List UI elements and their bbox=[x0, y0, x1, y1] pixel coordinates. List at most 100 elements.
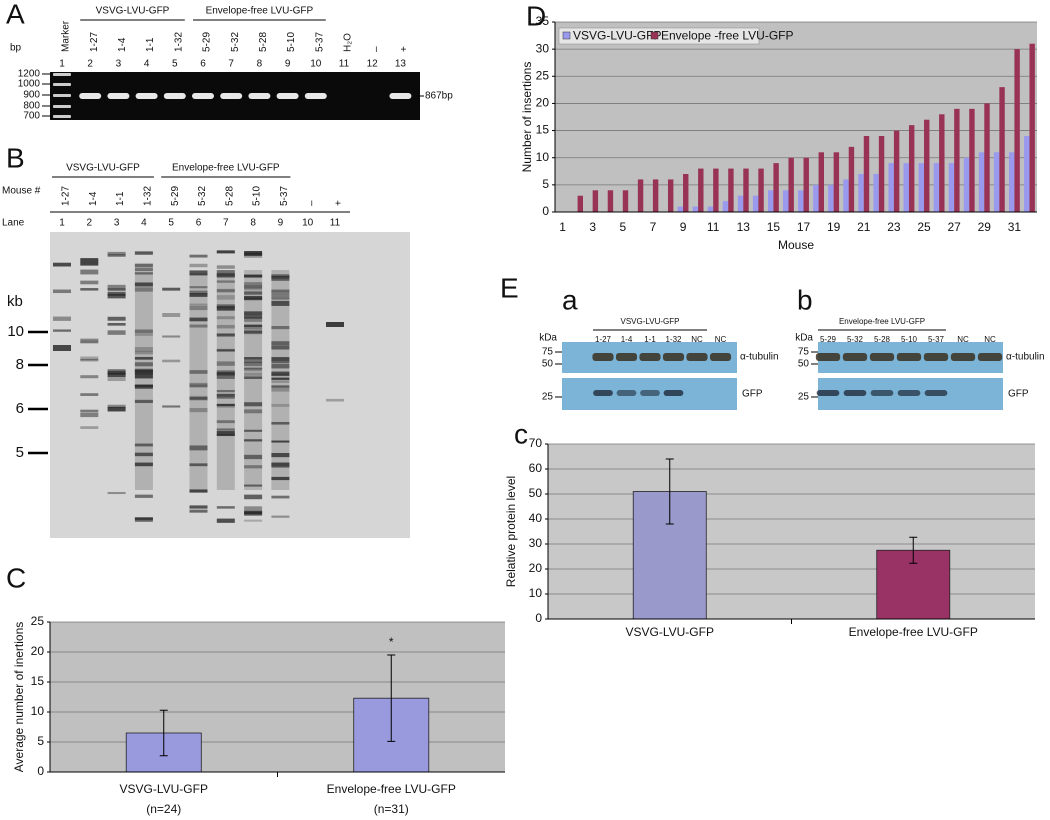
lane-name: 1-27 bbox=[89, 32, 100, 52]
lane-name: NC bbox=[715, 335, 727, 344]
lane-name: 1-32 bbox=[143, 186, 154, 206]
band bbox=[244, 454, 263, 460]
band bbox=[189, 305, 208, 311]
band bbox=[80, 409, 99, 413]
band bbox=[80, 358, 99, 362]
band bbox=[134, 329, 153, 333]
band bbox=[134, 272, 153, 275]
lane-name: 5-37 bbox=[314, 32, 325, 52]
band bbox=[216, 393, 235, 399]
x-tick-label: 17 bbox=[797, 220, 811, 234]
band bbox=[896, 353, 922, 361]
x-tick-label: VSVG-LVU-GFP bbox=[120, 782, 208, 796]
band bbox=[244, 361, 263, 367]
band bbox=[271, 357, 290, 362]
band bbox=[897, 390, 921, 396]
x-tick-label: Envelope-free LVU-GFP bbox=[849, 625, 978, 639]
band bbox=[592, 353, 614, 361]
band bbox=[162, 287, 181, 291]
band bbox=[107, 371, 126, 375]
lane-name: 5-10 bbox=[901, 335, 918, 344]
band bbox=[134, 351, 153, 355]
band bbox=[134, 282, 153, 287]
y-tick-label: 60 bbox=[529, 461, 543, 475]
lane-name: + bbox=[334, 200, 345, 206]
band bbox=[80, 338, 99, 342]
band bbox=[189, 303, 208, 306]
band bbox=[189, 382, 208, 387]
lane-number: 8 bbox=[250, 218, 256, 229]
band bbox=[244, 254, 263, 258]
band bbox=[80, 356, 99, 361]
lane-name: 5-32 bbox=[197, 186, 208, 206]
error-bar bbox=[665, 458, 674, 525]
marker-label: 25 bbox=[542, 392, 554, 403]
bar bbox=[978, 152, 985, 212]
bar bbox=[999, 87, 1005, 212]
band bbox=[271, 300, 290, 306]
band bbox=[271, 462, 290, 467]
lane-name: 1-1 bbox=[115, 191, 126, 206]
band bbox=[220, 93, 243, 99]
band bbox=[107, 251, 126, 256]
band-label: GFP bbox=[1008, 389, 1029, 400]
bar bbox=[677, 206, 684, 212]
marker-label: 25 bbox=[798, 392, 810, 403]
lane-name: 5-32 bbox=[847, 335, 864, 344]
band bbox=[107, 376, 126, 382]
bar bbox=[878, 136, 885, 212]
unit: kDa bbox=[795, 333, 813, 344]
bar bbox=[783, 190, 789, 212]
band bbox=[950, 353, 976, 361]
band bbox=[216, 349, 235, 352]
band bbox=[134, 263, 153, 267]
bar bbox=[908, 125, 915, 212]
bar bbox=[1029, 43, 1035, 212]
band bbox=[244, 285, 263, 289]
band bbox=[244, 297, 263, 301]
marker-label: 75 bbox=[542, 347, 554, 358]
band bbox=[192, 93, 214, 99]
lane-name: 5-29 bbox=[820, 335, 837, 344]
band bbox=[244, 367, 263, 372]
bar bbox=[788, 157, 794, 212]
ladder-label: 1200 bbox=[18, 69, 41, 80]
band bbox=[271, 387, 290, 392]
band bbox=[189, 317, 208, 322]
band bbox=[53, 329, 71, 332]
band bbox=[189, 463, 208, 467]
band bbox=[271, 341, 290, 346]
y-tick-label: 20 bbox=[536, 96, 550, 110]
group-label: VSVG-LVU-GFP bbox=[621, 317, 680, 326]
lane-number: 5 bbox=[172, 59, 178, 70]
y-tick-label: 30 bbox=[536, 41, 550, 55]
bar bbox=[818, 152, 825, 212]
y-tick-label: 25 bbox=[31, 614, 45, 628]
bar bbox=[652, 179, 659, 212]
band bbox=[79, 93, 102, 99]
bar bbox=[728, 168, 734, 212]
band bbox=[271, 326, 290, 330]
band bbox=[271, 274, 290, 277]
band bbox=[53, 316, 71, 321]
band bbox=[216, 431, 235, 436]
panel-label: A bbox=[6, 0, 25, 29]
x-tick-label: 13 bbox=[737, 220, 751, 234]
band bbox=[162, 405, 181, 408]
x-tick-label: VSVG-LVU-GFP bbox=[626, 625, 714, 639]
band bbox=[189, 505, 208, 509]
panel-label: E bbox=[500, 272, 519, 303]
band bbox=[271, 364, 290, 369]
y-axis-label: Number of insertions bbox=[520, 62, 534, 173]
band bbox=[815, 353, 841, 361]
band bbox=[134, 362, 153, 367]
band bbox=[843, 390, 867, 396]
panel-label: C bbox=[6, 562, 26, 593]
lane-name: 5-10 bbox=[252, 186, 263, 206]
lane-name: + bbox=[399, 46, 410, 52]
lane-name: 1-27 bbox=[61, 186, 72, 206]
bar bbox=[743, 168, 749, 212]
lane-number: 2 bbox=[87, 59, 93, 70]
band bbox=[134, 517, 153, 520]
marker-label: 75 bbox=[798, 347, 810, 358]
